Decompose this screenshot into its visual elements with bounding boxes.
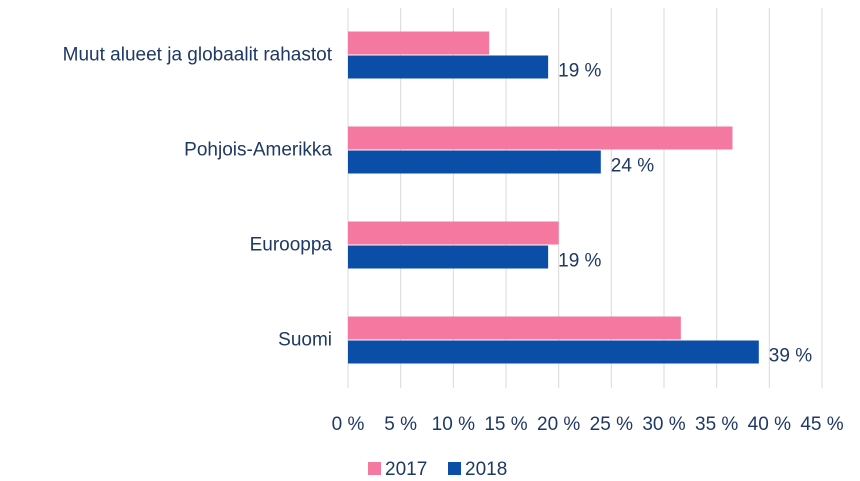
x-tick-label: 10 % [432, 414, 475, 435]
x-tick-label: 5 % [384, 414, 417, 435]
legend-label: 2017 [385, 459, 427, 480]
bar [348, 221, 559, 245]
bar [348, 316, 681, 340]
bar [348, 31, 490, 55]
bar [348, 126, 733, 150]
x-tick-label: 45 % [800, 414, 843, 435]
x-tick-label: 20 % [537, 414, 580, 435]
x-tick-label: 25 % [590, 414, 633, 435]
legend-label: 2018 [465, 459, 507, 480]
data-label: 39 % [769, 346, 812, 367]
bar [348, 150, 601, 174]
x-tick-label: 0 % [332, 414, 365, 435]
y-tick-label: Eurooppa [250, 235, 333, 256]
bar [348, 340, 759, 364]
y-tick-label: Muut alueet ja globaalit rahastot [63, 45, 333, 66]
x-tick-label: 35 % [695, 414, 738, 435]
bar [348, 55, 549, 79]
y-tick-label: Suomi [278, 330, 332, 351]
legend-swatch [448, 462, 461, 475]
data-label: 19 % [558, 61, 601, 82]
x-tick-label: 40 % [748, 414, 791, 435]
x-tick-label: 15 % [484, 414, 527, 435]
data-label: 24 % [611, 156, 654, 177]
data-label: 19 % [558, 251, 601, 272]
bar [348, 245, 549, 269]
y-tick-label: Pohjois-Amerikka [184, 140, 332, 161]
x-tick-label: 30 % [642, 414, 685, 435]
legend-swatch [368, 462, 381, 475]
